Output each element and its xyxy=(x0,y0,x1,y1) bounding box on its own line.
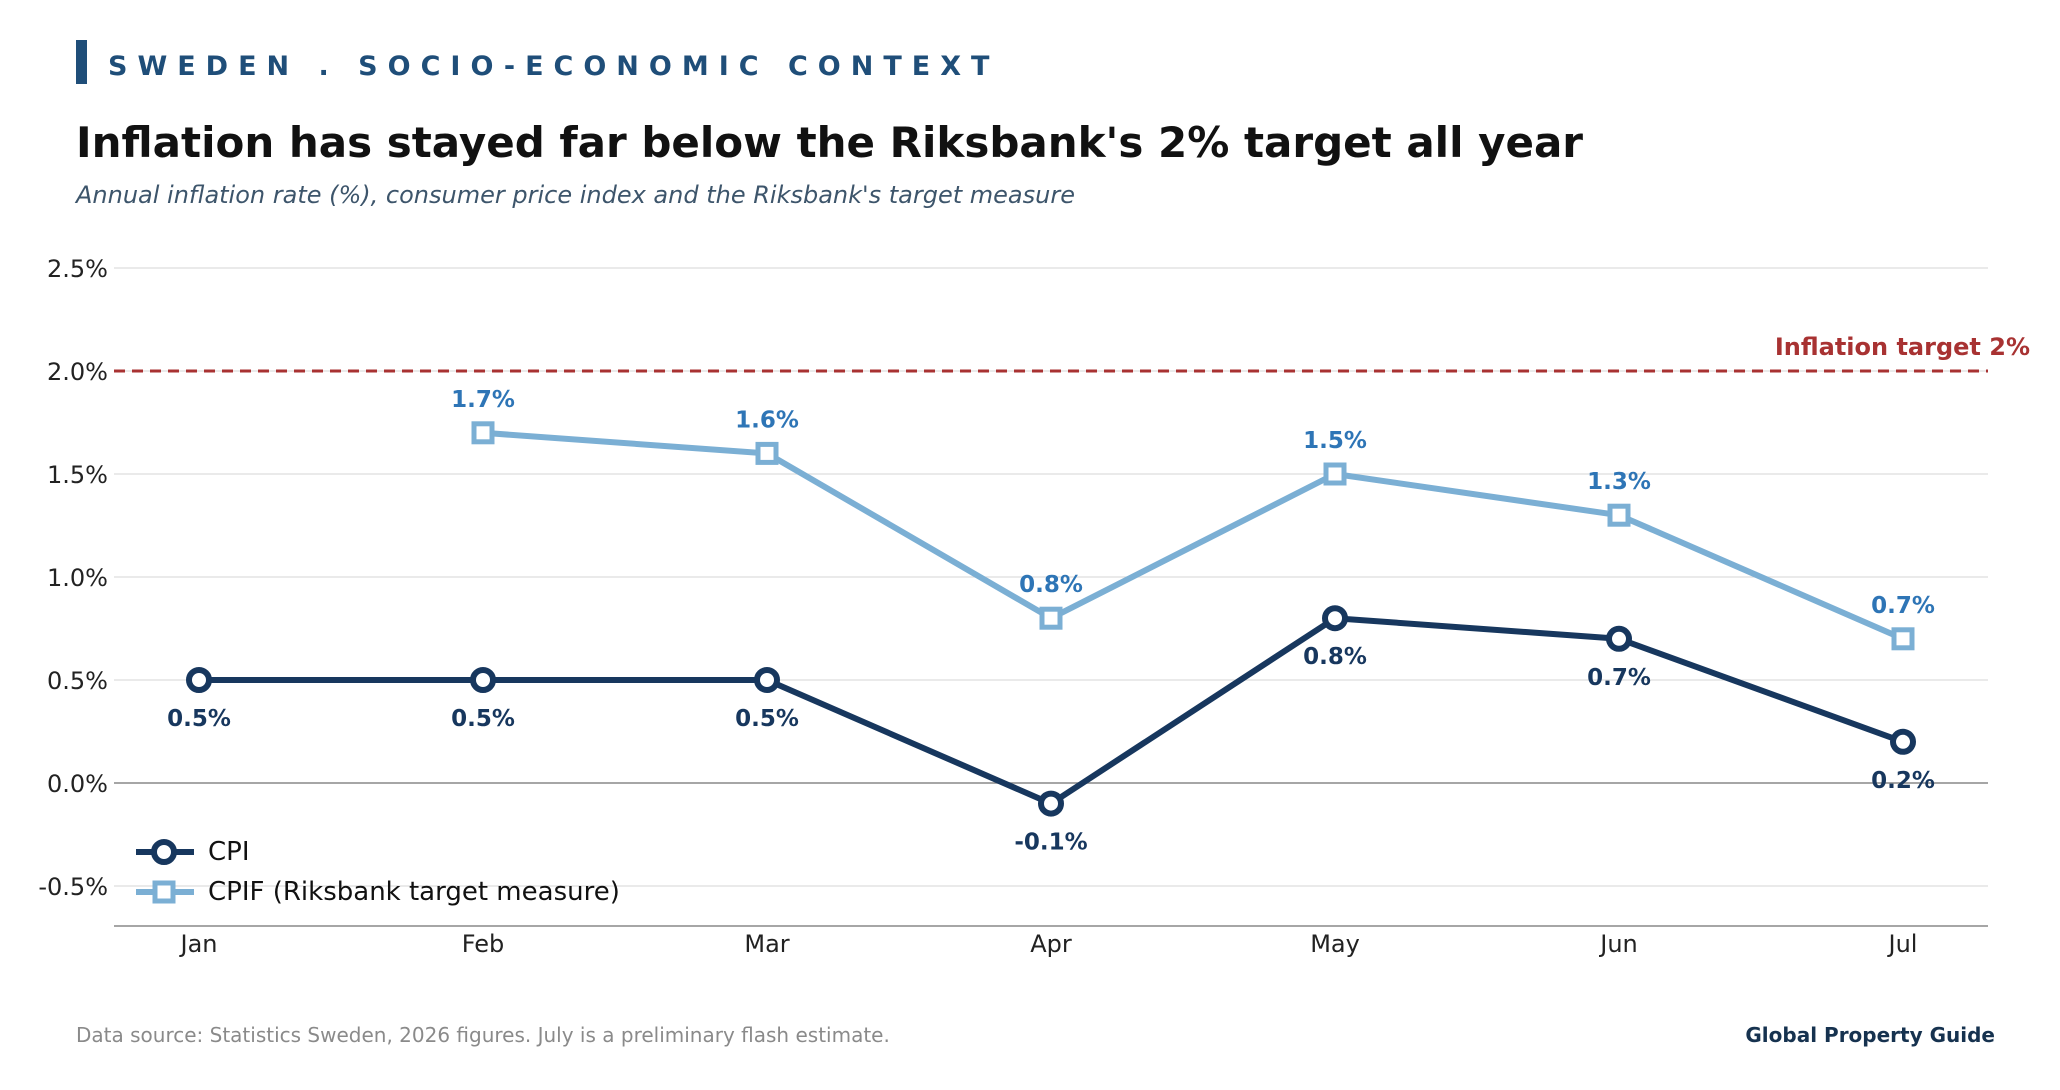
data-label-cpi: 0.8% xyxy=(1303,644,1367,670)
y-tick-label: 0.0% xyxy=(47,770,108,798)
data-label-cpif: 1.6% xyxy=(735,407,799,433)
x-tick-label: Jul xyxy=(1887,930,1918,958)
data-point-cpi xyxy=(1606,625,1632,652)
x-tick-label: Jan xyxy=(179,930,218,958)
data-label-cpif: 1.5% xyxy=(1303,428,1367,454)
chart-title: Inflation has stayed far below the Riksb… xyxy=(76,118,1584,167)
data-label-cpi: 0.2% xyxy=(1871,768,1935,794)
data-point-cpi xyxy=(1322,605,1348,632)
data-label-cpif: 0.7% xyxy=(1871,593,1935,619)
data-point-cpi xyxy=(754,667,780,693)
y-tick-label: 2.0% xyxy=(47,358,108,386)
x-tick-label: Feb xyxy=(462,930,505,958)
data-point-cpif xyxy=(1039,606,1063,630)
legend-marker-cpi xyxy=(151,839,177,865)
y-tick-label: 1.0% xyxy=(47,564,108,592)
data-point-cpi xyxy=(186,667,212,693)
data-point-cpi xyxy=(1038,790,1064,817)
legend-swatch-cpi xyxy=(136,839,194,865)
data-label-cpif: 1.3% xyxy=(1587,469,1651,495)
eyebrow-accent-bar xyxy=(76,40,87,84)
data-source-note: Data source: Statistics Sweden, 2026 fig… xyxy=(76,1023,890,1047)
chart-legend: CPI CPIF (Riksbank target measure) xyxy=(134,832,620,912)
x-tick-label: Jun xyxy=(1598,930,1638,958)
x-tick-label: Mar xyxy=(744,930,789,958)
legend-item-cpif: CPIF (Riksbank target measure) xyxy=(134,872,620,912)
y-tick-label: 0.5% xyxy=(47,667,108,695)
data-point-cpif xyxy=(755,441,779,465)
data-label-cpi: 0.5% xyxy=(735,706,799,732)
brand-label: Global Property Guide xyxy=(1745,1023,1995,1047)
data-label-cpif: 1.7% xyxy=(451,387,515,413)
data-label-cpif: 0.8% xyxy=(1019,572,1083,598)
legend-swatch-cpif xyxy=(136,880,194,904)
inflation-target-label: Inflation target 2% xyxy=(1775,333,2030,361)
data-label-cpi: 0.5% xyxy=(167,706,231,732)
series-line-cpif xyxy=(482,429,1905,642)
legend-label-cpif: CPIF (Riksbank target measure) xyxy=(208,877,620,907)
legend-item-cpi: CPI xyxy=(134,832,620,872)
x-tick-label: May xyxy=(1310,930,1360,958)
data-label-cpi: -0.1% xyxy=(1014,830,1087,856)
data-point-cpif xyxy=(1607,503,1631,527)
data-point-cpi xyxy=(470,667,496,693)
data-label-cpi: 0.7% xyxy=(1587,665,1651,691)
chart-subtitle: Annual inflation rate (%), consumer pric… xyxy=(76,181,1075,209)
legend-marker-cpif xyxy=(152,880,176,904)
y-tick-label: 1.5% xyxy=(47,461,108,489)
x-tick-label: Apr xyxy=(1030,930,1072,958)
data-point-cpif xyxy=(1323,462,1347,486)
data-label-cpi: 0.5% xyxy=(451,706,515,732)
data-point-cpif xyxy=(471,421,495,445)
eyebrow-label: SWEDEN . SOCIO-ECONOMIC CONTEXT xyxy=(108,51,1000,82)
data-point-cpi xyxy=(1890,728,1916,755)
y-tick-label: 2.5% xyxy=(47,255,108,283)
y-tick-label: -0.5% xyxy=(38,873,108,901)
legend-label-cpi: CPI xyxy=(208,837,250,867)
data-point-cpif xyxy=(1891,627,1915,651)
